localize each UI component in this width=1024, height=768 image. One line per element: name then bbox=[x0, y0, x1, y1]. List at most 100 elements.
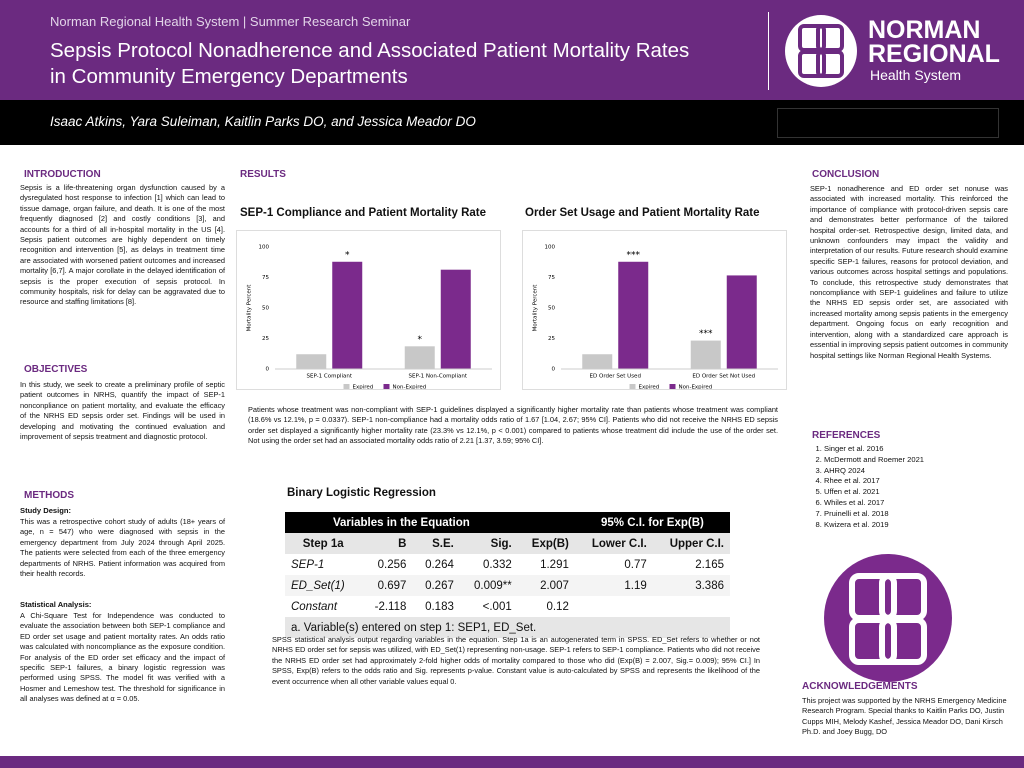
logo-text: NORMAN REGIONAL Health System bbox=[868, 18, 1000, 84]
table-row: SEP-1 0.256 0.264 0.332 1.291 0.77 2.165 bbox=[285, 554, 730, 575]
table-cell: 0.183 bbox=[425, 600, 454, 613]
column-header: S.E. bbox=[432, 537, 454, 550]
table-cell: 1.291 bbox=[540, 558, 569, 571]
sub-heading: Study Design: bbox=[20, 506, 72, 515]
section-heading: METHODS bbox=[24, 490, 74, 501]
reference: Rhee et al. 2017 bbox=[824, 476, 1006, 487]
column-header: B bbox=[398, 537, 407, 550]
footer-band bbox=[0, 756, 1024, 768]
table-cell: <.001 bbox=[482, 600, 512, 613]
significance-mark: *** bbox=[627, 250, 641, 260]
logo-mark bbox=[785, 15, 857, 87]
table-cell: 0.009** bbox=[474, 579, 512, 592]
table-cell: 0.77 bbox=[624, 558, 647, 571]
reference: Kwizera et al. 2019 bbox=[824, 520, 1006, 531]
bar bbox=[332, 261, 363, 369]
section-heading: RESULTS bbox=[240, 169, 286, 180]
table-cell: 0.697 bbox=[377, 579, 407, 592]
table-row: ED_Set(1) 0.697 0.267 0.009** 2.007 1.19 3.386 bbox=[285, 575, 730, 596]
reference: McDermott and Roemer 2021 bbox=[824, 455, 1006, 466]
x-tick-label: ED Order Set Not Used bbox=[692, 374, 755, 380]
legend-swatch bbox=[383, 384, 390, 389]
bar bbox=[296, 354, 327, 369]
chart-title: Order Set Usage and Patient Mortality Ra… bbox=[525, 207, 760, 219]
y-tick-label: 50 bbox=[262, 306, 269, 312]
table-row: a. Variable(s) entered on step 1: SEP1, … bbox=[285, 617, 730, 638]
x-tick-label: ED Order Set Used bbox=[590, 374, 641, 380]
table-cell: 0.256 bbox=[377, 558, 407, 571]
group-header: 95% C.I. for Exp(B) bbox=[574, 512, 730, 533]
column-header: Sig. bbox=[490, 537, 512, 550]
y-tick-label: 25 bbox=[548, 336, 555, 342]
legend-label: Expired bbox=[639, 385, 660, 391]
table-cell bbox=[575, 596, 653, 617]
logo-large bbox=[824, 554, 952, 682]
legend-swatch bbox=[343, 384, 350, 389]
logo-line: Health System bbox=[870, 67, 962, 83]
conclusion-text: SEP-1 nonadherence and ED order set nonu… bbox=[810, 184, 1009, 360]
table-cell: 0.264 bbox=[425, 558, 454, 571]
table-cell: 0.12 bbox=[546, 600, 569, 613]
reference: Singer et al. 2016 bbox=[824, 444, 1006, 455]
reference: Pruinelli et al. 2018 bbox=[824, 509, 1006, 520]
column-header: Step 1a bbox=[302, 537, 344, 550]
bar bbox=[440, 269, 471, 369]
column-header: Lower C.I. bbox=[591, 537, 647, 550]
reference-list: Singer et al. 2016McDermott and Roemer 2… bbox=[806, 444, 1006, 530]
chart-title: SEP-1 Compliance and Patient Mortality R… bbox=[240, 207, 487, 219]
y-tick-label: 0 bbox=[266, 367, 270, 373]
table-cell: -2.118 bbox=[374, 600, 407, 613]
table-cell bbox=[653, 596, 730, 617]
poster-title: Sepsis Protocol Nonadherence and Associa… bbox=[50, 39, 690, 88]
y-tick-label: 50 bbox=[548, 306, 555, 312]
bar bbox=[618, 261, 649, 369]
bar bbox=[690, 340, 721, 369]
table-cell: 3.386 bbox=[695, 579, 724, 592]
significance-mark: * bbox=[345, 250, 350, 260]
table-cell: 2.007 bbox=[540, 579, 569, 592]
logo-line: REGIONAL bbox=[868, 40, 1000, 68]
section-heading: REFERENCES bbox=[812, 430, 881, 441]
header-subtitle: Norman Regional Health System | Summer R… bbox=[50, 14, 411, 29]
objectives-text: In this study, we seek to create a preli… bbox=[20, 380, 225, 442]
legend-label: Non-Expired bbox=[393, 385, 427, 391]
reference: Uffen et al. 2021 bbox=[824, 487, 1006, 498]
group-header: Variables in the Equation bbox=[285, 512, 518, 533]
table-cell: 2.165 bbox=[695, 558, 724, 571]
x-tick-label: SEP-1 Non-Compliant bbox=[409, 374, 468, 380]
results-caption: Patients whose treatment was non-complia… bbox=[248, 405, 778, 446]
table-row: Constant -2.118 0.183 <.001 0.12 bbox=[285, 596, 730, 617]
y-tick-label: 75 bbox=[262, 275, 269, 281]
intro-text: Sepsis is a life-threatening organ dysfu… bbox=[20, 183, 225, 307]
legend-label: Non-Expired bbox=[679, 385, 713, 391]
y-axis-label: Mortality Percent bbox=[247, 284, 253, 332]
column-header: Exp(B) bbox=[531, 537, 569, 550]
column-header: Upper C.I. bbox=[669, 537, 724, 550]
methods-text: This was a retrospective cohort study of… bbox=[20, 517, 225, 579]
divider bbox=[768, 12, 769, 90]
significance-mark: *** bbox=[699, 329, 713, 339]
table-cell: ED_Set(1) bbox=[291, 579, 345, 592]
y-tick-label: 0 bbox=[552, 367, 556, 373]
methods-text: A Chi-Square Test for Independence was c… bbox=[20, 611, 225, 704]
y-tick-label: 100 bbox=[545, 245, 556, 251]
sub-heading: Statistical Analysis: bbox=[20, 600, 92, 609]
chart: Mortality Percent 0 25 50 75 100 ED Order Set … bbox=[522, 230, 787, 390]
reference: Whiles et al. 2017 bbox=[824, 498, 1006, 509]
chart: Mortality Percent 0 25 50 75 100 SEP-1 Complia… bbox=[236, 230, 501, 390]
y-tick-label: 100 bbox=[259, 245, 270, 251]
legend-swatch bbox=[629, 384, 636, 389]
section-heading: OBJECTIVES bbox=[24, 364, 88, 375]
bar bbox=[582, 354, 613, 369]
table-title: Binary Logistic Regression bbox=[287, 487, 436, 499]
bar bbox=[404, 346, 435, 369]
spacer bbox=[517, 512, 575, 533]
regression-table: Variables in the Equation 95% C.I. for Ex… bbox=[285, 512, 730, 638]
y-tick-label: 75 bbox=[548, 275, 555, 281]
y-axis-label: Mortality Percent bbox=[533, 284, 539, 332]
logo-line: NORMAN bbox=[868, 16, 981, 44]
table-row: Variables in the Equation 95% C.I. for Ex… bbox=[285, 512, 730, 533]
reference: AHRQ 2024 bbox=[824, 466, 1006, 477]
section-heading: CONCLUSION bbox=[812, 169, 880, 180]
x-tick-label: SEP-1 Compliant bbox=[306, 374, 352, 380]
